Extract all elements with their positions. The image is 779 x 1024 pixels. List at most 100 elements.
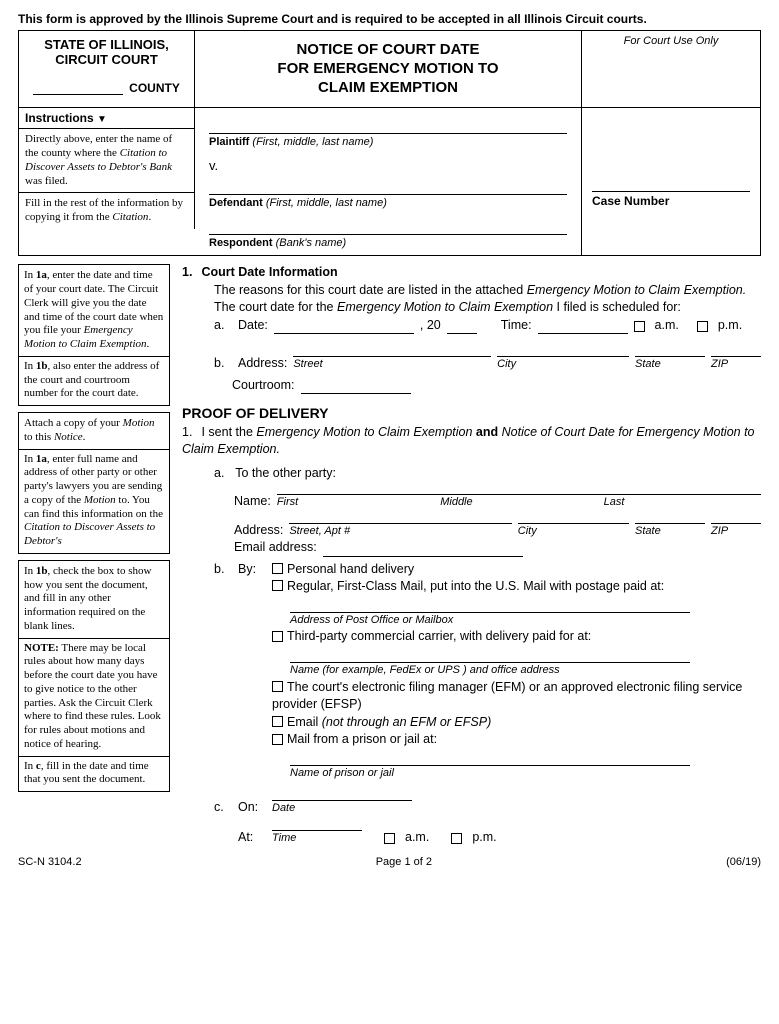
state-label: STATE OF ILLINOIS, <box>23 37 190 52</box>
p-zip-input[interactable] <box>711 511 761 524</box>
plaintiff-caption: Plaintiff (First, middle, last name) <box>209 136 567 148</box>
opt2-input[interactable] <box>290 600 690 613</box>
sidebar: In 1a, enter the date and time of your c… <box>18 264 170 846</box>
sec1-line2: The court date for the Emergency Motion … <box>214 299 761 317</box>
p-state-input[interactable] <box>635 511 705 524</box>
county-input-line[interactable] <box>33 81 123 95</box>
opt6-row: Mail from a prison or jail at: <box>272 731 761 749</box>
by-label: By: <box>238 561 266 579</box>
courtroom-label: Courtroom: <box>232 377 295 395</box>
year-input[interactable] <box>447 321 477 334</box>
respondent-label: Respondent <box>209 237 273 249</box>
case-number-line[interactable] <box>592 178 750 192</box>
header-grid: STATE OF ILLINOIS, CIRCUIT COURT COUNTY … <box>18 30 761 108</box>
opt1-row: Personal hand delivery <box>272 561 761 579</box>
opt2-hint: Address of Post Office or Mailbox <box>290 613 761 628</box>
instruction-2: Fill in the rest of the information by c… <box>19 192 195 229</box>
page-number: Page 1 of 2 <box>376 856 432 868</box>
opt4-chk[interactable] <box>272 681 283 692</box>
opt5-label: Email <box>287 715 322 729</box>
title-line3: CLAIM EXEMPTION <box>201 79 575 98</box>
name-row: Name: First Middle Last <box>234 482 761 510</box>
at-pm-chk[interactable] <box>451 833 462 844</box>
email-label: Email address: <box>234 539 317 557</box>
pm-checkbox[interactable] <box>697 321 708 332</box>
form-title: NOTICE OF COURT DATE FOR EMERGENCY MOTIO… <box>195 31 582 107</box>
pm-label: p.m. <box>718 317 742 335</box>
sec1-l1a: The reasons for this court date are list… <box>214 283 527 297</box>
versus: v. <box>209 158 567 173</box>
sec1-l1b: Emergency Motion to Claim Exemption. <box>527 283 747 297</box>
state-hint: State <box>635 357 705 372</box>
opt6-input[interactable] <box>290 753 690 766</box>
opt1-chk[interactable] <box>272 563 283 574</box>
opt3-input[interactable] <box>290 650 690 663</box>
proof-a: a. <box>214 465 232 483</box>
respondent-caption: Respondent (Bank's name) <box>209 237 567 249</box>
time-input[interactable] <box>538 321 628 334</box>
at-pm-label: p.m. <box>472 829 496 847</box>
p-state-hint: State <box>635 524 705 539</box>
name-label: Name: <box>234 493 271 511</box>
p-city-input[interactable] <box>518 511 629 524</box>
opt3-chk[interactable] <box>272 631 283 642</box>
respondent-hint: (Bank's name) <box>276 237 347 249</box>
p-street-input[interactable] <box>289 511 511 524</box>
side-note: NOTE: There may be local rules about how… <box>18 638 170 757</box>
proof-b: b. <box>214 561 232 579</box>
opt3-row: Third-party commercial carrier, with del… <box>272 628 761 646</box>
proof-line1: 1. I sent the Emergency Motion to Claim … <box>182 424 761 459</box>
sec1-date-row: a. Date: , 20 Time: a.m. p.m. <box>214 317 761 335</box>
proof-title: PROOF OF DELIVERY <box>182 404 761 424</box>
p-zip-hint: ZIP <box>711 524 761 539</box>
addr-label: Address: <box>238 355 287 373</box>
defendant-line[interactable] <box>209 179 567 195</box>
respondent-line[interactable] <box>209 219 567 235</box>
email-input[interactable] <box>323 544 523 557</box>
at-time-hint: Time <box>272 831 362 846</box>
opt2-chk[interactable] <box>272 580 283 591</box>
opt5-chk[interactable] <box>272 716 283 727</box>
sec1-b: b. <box>214 355 232 373</box>
caption-middle: Plaintiff (First, middle, last name) v. … <box>195 108 582 255</box>
proof-at-row: At: Time a.m. p.m. <box>214 818 761 846</box>
address-label: Address: <box>234 522 283 540</box>
proof-c: c. <box>214 799 232 817</box>
opt6-chk[interactable] <box>272 734 283 745</box>
am-checkbox[interactable] <box>634 321 645 332</box>
defendant-caption: Defendant (First, middle, last name) <box>209 197 567 209</box>
opt5-hint: (not through an EFM or EFSP) <box>322 715 492 729</box>
address-row: Address: Street, Apt # City State ZIP <box>234 511 761 539</box>
proof-a-row: a. To the other party: <box>214 465 761 483</box>
section-1-head: 1. Court Date Information <box>182 264 761 282</box>
opt4-row: The court's electronic filing manager (E… <box>272 679 761 714</box>
at-time-input[interactable] <box>272 818 362 831</box>
city-input[interactable] <box>497 344 629 357</box>
courtroom-input[interactable] <box>301 381 411 394</box>
sec1-l2b: Emergency Motion to Claim Exemption <box>337 300 553 314</box>
instructions-header: Instructions ▼ <box>19 108 195 129</box>
first-hint: First <box>277 495 434 510</box>
on-date-input[interactable] <box>272 788 412 801</box>
state-input[interactable] <box>635 344 705 357</box>
county-label: COUNTY <box>129 81 180 95</box>
at-am-chk[interactable] <box>384 833 395 844</box>
plaintiff-hint: (First, middle, last name) <box>252 136 373 148</box>
year-prefix: , 20 <box>420 317 441 335</box>
date-input[interactable] <box>274 321 414 334</box>
sec1-addr-row: b. Address: Street City State ZIP <box>214 344 761 372</box>
case-number-cell: Case Number <box>582 108 760 255</box>
opt6-label: Mail from a prison or jail at: <box>287 732 437 746</box>
opt6-hint: Name of prison or jail <box>290 766 761 781</box>
approval-notice: This form is approved by the Illinois Su… <box>18 12 761 26</box>
zip-input[interactable] <box>711 344 761 357</box>
to-other-label: To the other party: <box>235 466 336 480</box>
am-label: a.m. <box>655 317 679 335</box>
name-input[interactable] <box>277 482 761 495</box>
plaintiff-line[interactable] <box>209 118 567 134</box>
proof-and: and <box>472 425 501 439</box>
triangle-icon: ▼ <box>97 114 107 125</box>
sec1-a: a. <box>214 317 232 335</box>
p-street-hint: Street, Apt # <box>289 524 511 539</box>
street-input[interactable] <box>293 344 491 357</box>
